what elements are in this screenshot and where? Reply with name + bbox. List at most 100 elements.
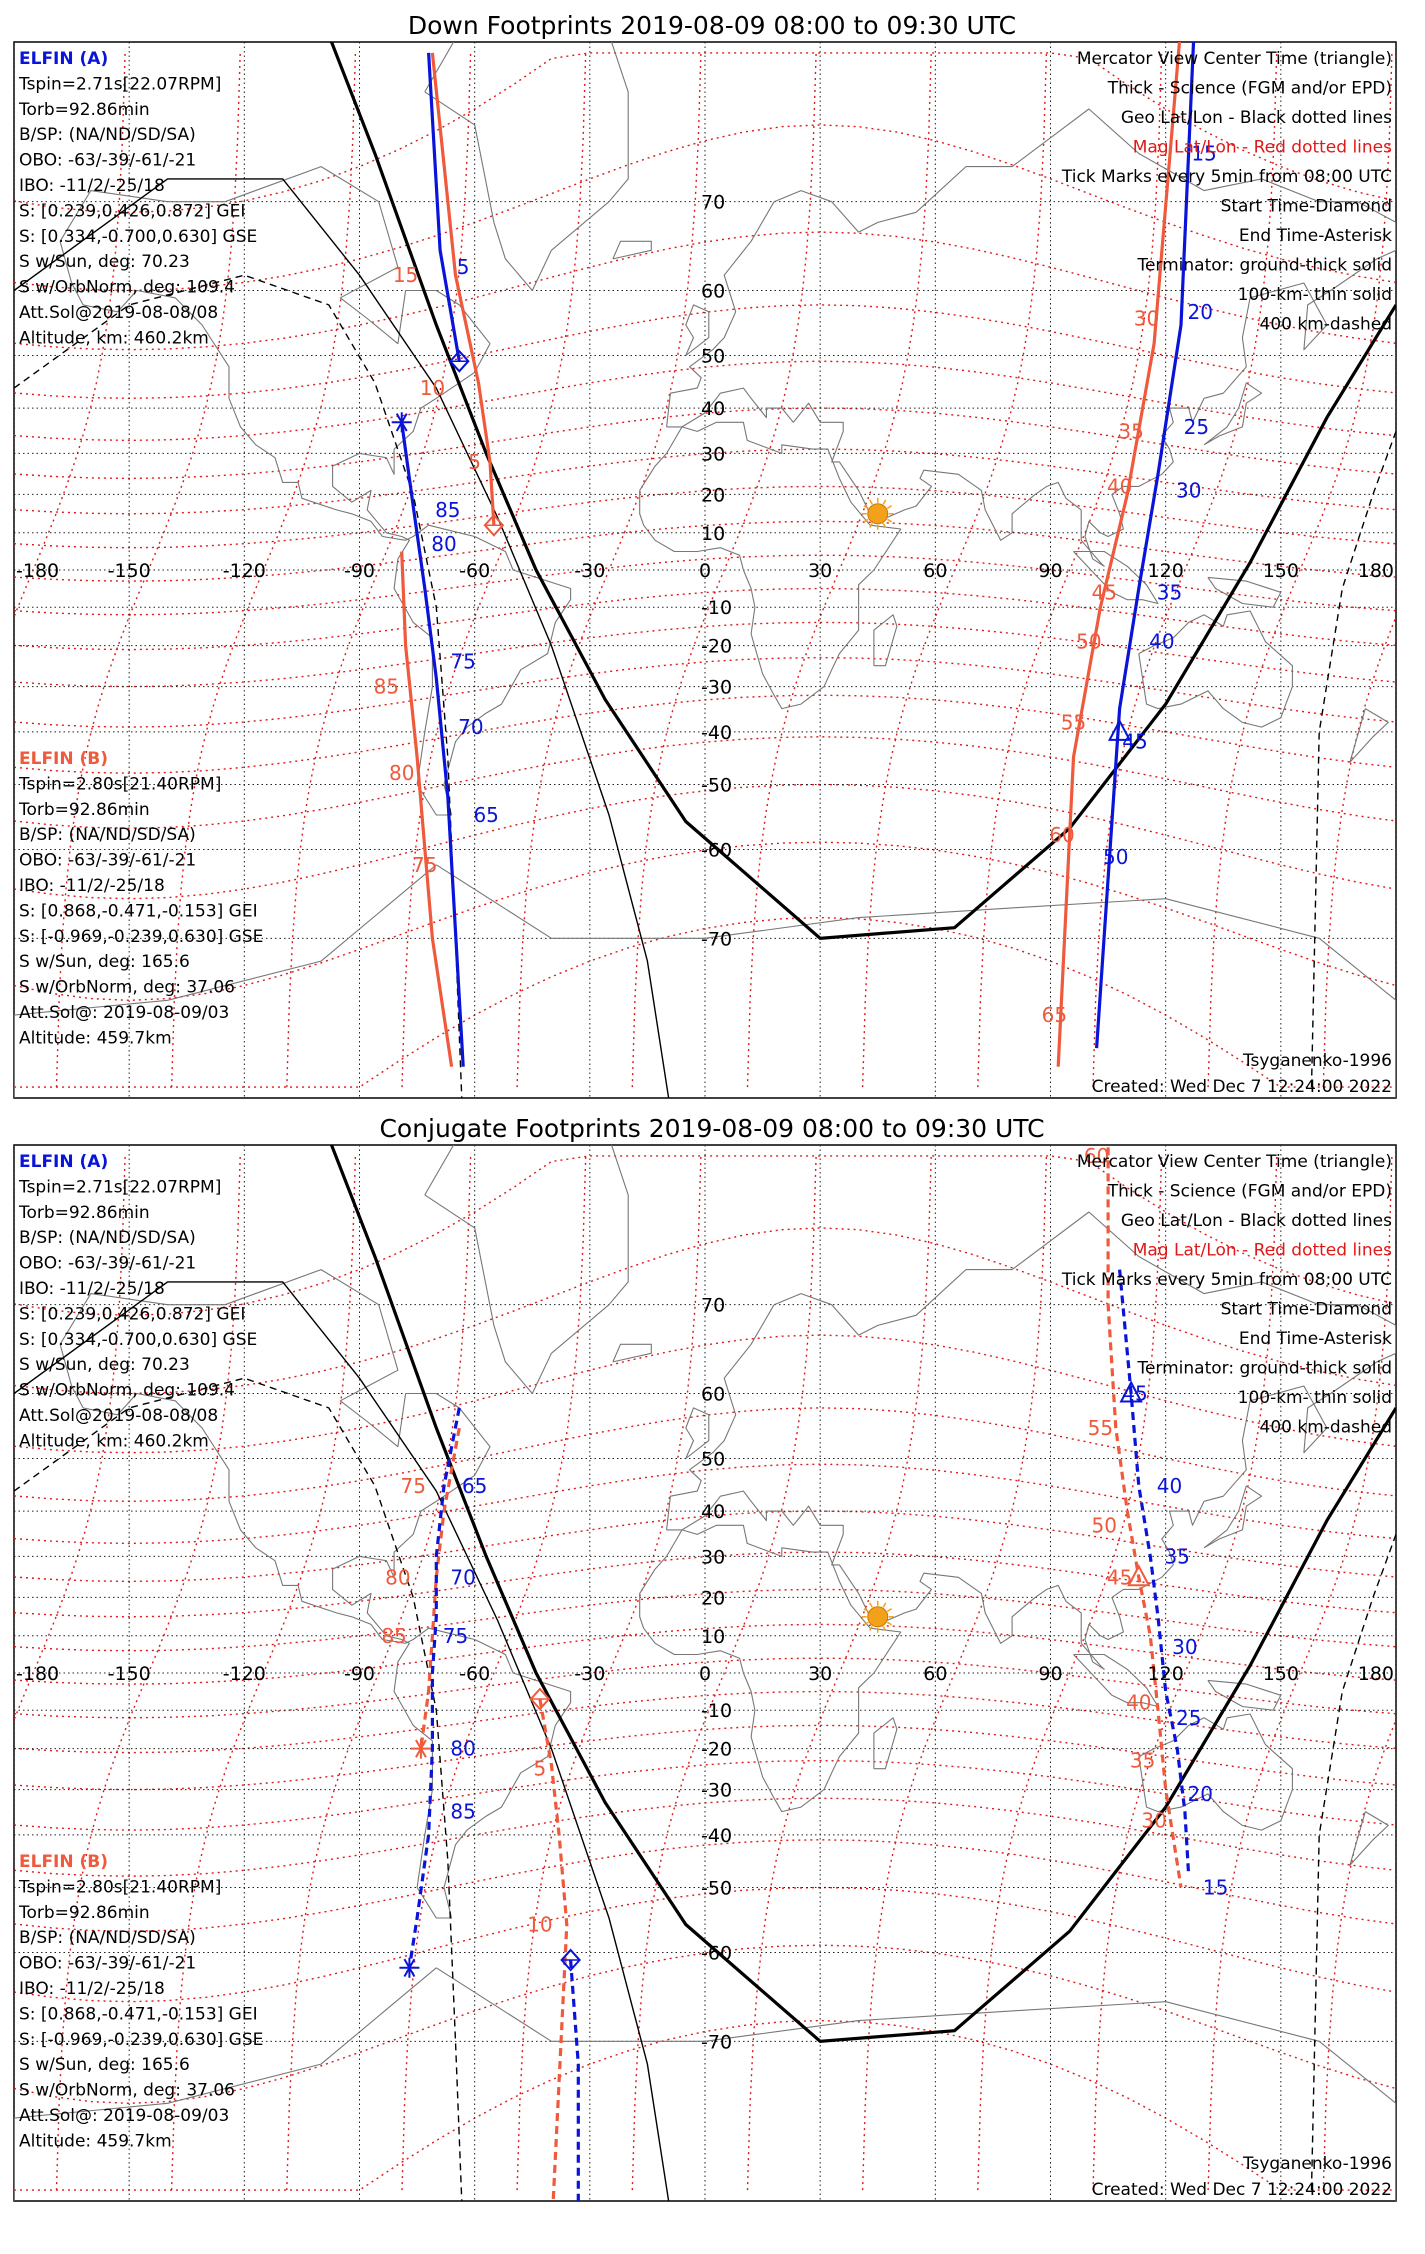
track-time-label: 70 [450,1565,475,1589]
legend: Mercator View Center Time (triangle) Thic… [1061,1152,1392,1438]
track-time-label: 40 [1107,474,1132,498]
legend-line: 400 km-dashed [1260,315,1392,335]
start-diamond-marker [529,1687,551,1711]
mag-lon-line [631,1155,817,2191]
track-time-label: 5 [457,255,470,279]
elfin-b-line: S: [-0.969,-0.239,0.630] GSE [19,2030,263,2050]
elfin-b-line: S: [-0.969,-0.239,0.630] GSE [19,927,263,947]
mag-lat-line [14,1510,1396,1583]
track-time-label: 20 [1187,1782,1212,1806]
lat-tick-label: 10 [701,1626,725,1648]
coastline [14,864,1396,1098]
elfin-b-info: ELFIN (B) Tspin=2.80s[21.40RPM] Torb=92.86… [18,749,263,1048]
lat-tick-label: 60 [701,1383,725,1405]
mag-lat-line [14,52,1396,214]
lat-tick-label: 50 [701,345,725,367]
elfin-a-line: B/SP: (NA/ND/SD/SA) [19,125,196,145]
track-time-label: 5 [468,450,481,474]
elfin-a-line: Torb=92.86min [18,1203,150,1223]
lon-tick-label: 60 [923,1663,947,1685]
coastline [424,1145,629,1395]
mag-lon-line [1322,615,1396,1088]
track-a: 15 20 25 30 35 40 45 50 [1095,42,1217,1049]
legend-line: End Time-Asterisk [1239,1329,1392,1349]
track-line-b [419,1427,461,1749]
elfin-a-line: S: [0.239,0.426,0.872] GEI [19,201,245,221]
track-b: 85 80 75 [374,551,454,1067]
lat-tick-label: 40 [701,1501,725,1523]
track-time-label: 30 [1134,306,1159,330]
lon-tick-label: 30 [808,560,832,582]
lon-tick-label: -30 [574,560,605,582]
sun-ray [869,1625,873,1632]
panel-title: Conjugate Footprints 2019-08-09 08:00 to… [379,1114,1044,1143]
track-time-label: 30 [1141,1809,1166,1833]
track-b: 25 30 35 40 45 50 55 60 65 [1042,18,1217,1067]
track-time-label: 80 [431,532,456,556]
track-line-b [538,1698,569,2201]
elfin-b-line: Altitude: 459.7km [19,2131,172,2151]
sun-ray [882,499,887,505]
elfin-b-line: Altitude: 459.7km [19,1028,172,1048]
start-diamond-marker [483,513,505,537]
lat-tick-label: 50 [701,1448,725,1470]
track-time-label: 75 [450,650,475,674]
lat-tick-label: 20 [701,1587,725,1609]
coastline [685,304,710,356]
coastline [612,240,652,260]
terminator-400km-line [14,1377,463,2201]
lat-tick-label: -60 [701,1943,732,1965]
track-a: 65 70 75 80 85 [399,1407,487,1978]
elfin-a-line: Altitude, km: 460.2km [19,1431,209,1451]
elfin-a-line: IBO: -11/2/-25/18 [19,1279,165,1299]
legend-line: Geo Lat/Lon - Black dotted lines [1121,108,1392,128]
coastline [1349,708,1389,763]
legend-line: End Time-Asterisk [1239,226,1392,246]
mag-lat-line [14,1886,1396,2003]
legend-line: Thick - Science (FGM and/or EPD) [1107,79,1392,99]
terminator-ground-line [329,1145,1396,2043]
track-time-label: 65 [473,803,498,827]
track-time-label: 50 [1092,1513,1117,1537]
track-time-label: 85 [435,498,460,522]
lat-tick-label: -10 [701,1700,732,1722]
mag-lon-line [1322,1718,1396,2191]
lon-tick-label: -150 [108,560,151,582]
coastline [1138,610,1293,728]
track-time-label: 40 [1126,1691,1151,1715]
coastline [639,421,902,710]
track-time-label: 70 [458,715,483,739]
lon-tick-label: -180 [16,560,59,582]
end-asterisk-marker [399,1957,420,1978]
map-content: 15 10 5 85 80 75 25 30 35 40 45 50 55 60 65 5 85 80 75 70 65… [14,18,1396,1098]
lon-tick-label: 180 [1358,1663,1394,1685]
legend-line: Mag Lat/Lon - Red dotted lines [1133,138,1392,158]
sun-ray [869,499,873,505]
sun-ray [863,518,869,523]
elfin-a-line: Att.Sol@2019-08-08/08 [19,303,218,323]
lat-tick-label: -60 [701,840,732,862]
mag-lat-line [14,231,1396,351]
sun-icon [861,1600,894,1633]
lon-tick-label: 150 [1263,560,1299,582]
coastline [666,108,1396,567]
mag-lon-line [55,52,241,1088]
elfin-a-line: S: [0.239,0.426,0.872] GEI [19,1304,245,1324]
track-time-label: 25 [1176,1706,1201,1730]
legend-line: 400 km-dashed [1260,1418,1392,1438]
panel-down: Down Footprints 2019-08-09 08:00 to 09:3… [13,11,1397,1099]
legend-line: Terminator: ground-thick solid [1136,1359,1392,1379]
track-time-label: 25 [1191,18,1216,42]
elfin-a-line: S w/Sun, deg: 70.23 [19,252,190,272]
elfin-a-line: Att.Sol@2019-08-08/08 [19,1406,218,1426]
legend-line: 100-km- thin solid [1238,1388,1392,1408]
terminator-100km-line [14,1281,670,2201]
track-time-label: 20 [1187,300,1212,324]
track-time-label: 80 [385,1565,410,1589]
mag-lat-line [14,841,1396,1002]
legend-line: Mag Lat/Lon - Red dotted lines [1133,1241,1392,1261]
lat-tick-label: -20 [701,636,732,658]
elfin-a-line: IBO: -11/2/-25/18 [19,176,165,196]
coastlines [14,1145,1396,2201]
